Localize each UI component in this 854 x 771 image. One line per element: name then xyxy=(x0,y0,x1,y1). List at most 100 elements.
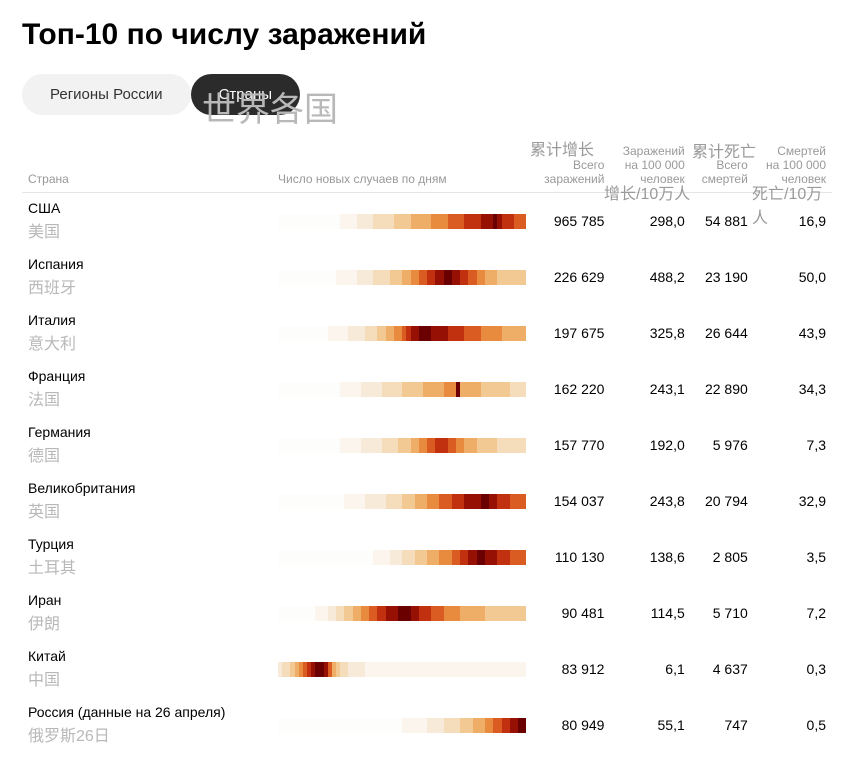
country-name-ru: Италия xyxy=(28,312,76,328)
tab-regions[interactable]: Регионы России xyxy=(22,74,191,115)
country-name-cn: 德国 xyxy=(28,442,266,466)
table-row: Великобритания英国154 037243,820 79432,9 xyxy=(22,473,832,529)
cell-inf-per100k: 243,1 xyxy=(610,361,690,417)
cell-inf-per100k: 298,0 xyxy=(610,193,690,250)
cell-total-deaths: 23 190 xyxy=(691,249,754,305)
cell-heatbar xyxy=(272,305,532,361)
heatbar xyxy=(278,214,526,229)
cell-deaths-per100k: 34,3 xyxy=(754,361,832,417)
cell-total-inf: 90 481 xyxy=(532,585,610,641)
cell-heatbar xyxy=(272,417,532,473)
table-row: Германия德国 157 770192,05 9767,3 xyxy=(22,417,832,473)
cell-total-deaths: 5 710 xyxy=(691,585,754,641)
cell-deaths-per100k: 0,3 xyxy=(754,641,832,697)
country-name-cn: 西班牙 xyxy=(28,274,266,298)
th-inf-per100k: Заражений на 100 000 человек xyxy=(610,140,690,193)
cell-inf-per100k: 114,5 xyxy=(610,585,690,641)
heatbar xyxy=(278,438,526,453)
cell-total-deaths: 2 805 xyxy=(691,529,754,585)
cell-inf-per100k: 488,2 xyxy=(610,249,690,305)
country-name-cn: 意大利 xyxy=(28,330,266,354)
table-row: Италия意大利197 675325,826 64443,9 xyxy=(22,305,832,361)
country-name-ru: Иран xyxy=(28,592,61,608)
cell-total-inf: 162 220 xyxy=(532,361,610,417)
cell-country: Испания 西班牙 xyxy=(22,249,272,305)
cell-total-deaths: 26 644 xyxy=(691,305,754,361)
cell-heatbar xyxy=(272,193,532,250)
country-name-ru: Испания xyxy=(28,256,84,272)
cell-country: Италия 意大利 xyxy=(22,305,272,361)
cell-country: Китай 中国 xyxy=(22,641,272,697)
cell-heatbar xyxy=(272,473,532,529)
cell-inf-per100k: 6,1 xyxy=(610,641,690,697)
page-title: Топ-10 по числу заражений xyxy=(22,18,832,52)
country-name-cn: 法国 xyxy=(28,386,266,410)
heatbar xyxy=(278,718,526,733)
cell-total-deaths: 54 881 xyxy=(691,193,754,250)
cell-total-inf: 83 912 xyxy=(532,641,610,697)
cell-heatbar xyxy=(272,697,532,753)
cell-inf-per100k: 243,8 xyxy=(610,473,690,529)
country-name-cn: 中国 xyxy=(28,666,266,690)
cell-total-inf: 226 629 xyxy=(532,249,610,305)
country-name-ru: Франция xyxy=(28,368,85,384)
cell-deaths-per100k: 7,3 xyxy=(754,417,832,473)
country-name-cn: 俄罗斯26日 xyxy=(28,722,266,746)
cell-country: Турция土耳其 xyxy=(22,529,272,585)
table-container: 世界各国 累计增长 累计死亡 增长/10万人 死亡/10万人 Страна Чи… xyxy=(22,140,832,753)
cell-deaths-per100k: 0,5 xyxy=(754,697,832,753)
cell-total-inf: 110 130 xyxy=(532,529,610,585)
cell-inf-per100k: 192,0 xyxy=(610,417,690,473)
cell-country: Франция 法国 xyxy=(22,361,272,417)
cell-total-deaths: 20 794 xyxy=(691,473,754,529)
cell-total-inf: 197 675 xyxy=(532,305,610,361)
country-name-cn: 美国 xyxy=(28,218,266,242)
cell-inf-per100k: 138,6 xyxy=(610,529,690,585)
cell-total-deaths: 4 637 xyxy=(691,641,754,697)
country-name-ru: Россия (данные на 26 апреля) xyxy=(28,704,225,720)
table-row: Испания 西班牙 226 629488,223 19050,0 xyxy=(22,249,832,305)
table-row: Иран伊朗 90 481114,55 7107,2 xyxy=(22,585,832,641)
cell-heatbar xyxy=(272,249,532,305)
cell-heatbar xyxy=(272,585,532,641)
country-name-ru: США xyxy=(28,200,60,216)
cell-total-inf: 154 037 xyxy=(532,473,610,529)
cell-country: Россия (данные на 26 апреля) 俄罗斯26日 xyxy=(22,697,272,753)
cell-total-inf: 80 949 xyxy=(532,697,610,753)
heatbar xyxy=(278,270,526,285)
cell-deaths-per100k: 7,2 xyxy=(754,585,832,641)
th-total-inf: Всего заражений xyxy=(532,140,610,193)
cell-country: Великобритания 英国 xyxy=(22,473,272,529)
table-row: Россия (данные на 26 апреля) 俄罗斯26日 80 949… xyxy=(22,697,832,753)
tabs: Регионы России Страны xyxy=(22,74,832,115)
cell-inf-per100k: 325,8 xyxy=(610,305,690,361)
country-name-ru: Китай xyxy=(28,648,66,664)
cell-heatbar xyxy=(272,529,532,585)
table-row: США美国965 785298,054 88116,9 xyxy=(22,193,832,250)
cell-country: Германия德国 xyxy=(22,417,272,473)
country-name-cn: 英国 xyxy=(28,498,266,522)
heatbar xyxy=(278,550,526,565)
data-table: Страна Число новых случаев по дням Всего… xyxy=(22,140,832,753)
heatbar xyxy=(278,382,526,397)
th-total-deaths: Всего смертей xyxy=(691,140,754,193)
th-daily: Число новых случаев по дням xyxy=(272,140,532,193)
cell-country: Иран伊朗 xyxy=(22,585,272,641)
tab-countries[interactable]: Страны xyxy=(191,74,300,115)
cell-heatbar xyxy=(272,361,532,417)
country-name-ru: Великобритания xyxy=(28,480,136,496)
cell-deaths-per100k: 3,5 xyxy=(754,529,832,585)
cell-total-inf: 965 785 xyxy=(532,193,610,250)
th-country: Страна xyxy=(22,140,272,193)
cell-total-deaths: 5 976 xyxy=(691,417,754,473)
table-row: Франция法国162 220243,122 89034,3 xyxy=(22,361,832,417)
country-name-cn: 土耳其 xyxy=(28,554,266,578)
heatbar xyxy=(278,326,526,341)
table-row: Турция土耳其 110 130138,62 8053,5 xyxy=(22,529,832,585)
heatbar xyxy=(278,606,526,621)
cell-total-inf: 157 770 xyxy=(532,417,610,473)
th-deaths-per100k: Смертей на 100 000 человек xyxy=(754,140,832,193)
cell-country: США 美国 xyxy=(22,193,272,250)
cell-deaths-per100k: 50,0 xyxy=(754,249,832,305)
cell-inf-per100k: 55,1 xyxy=(610,697,690,753)
